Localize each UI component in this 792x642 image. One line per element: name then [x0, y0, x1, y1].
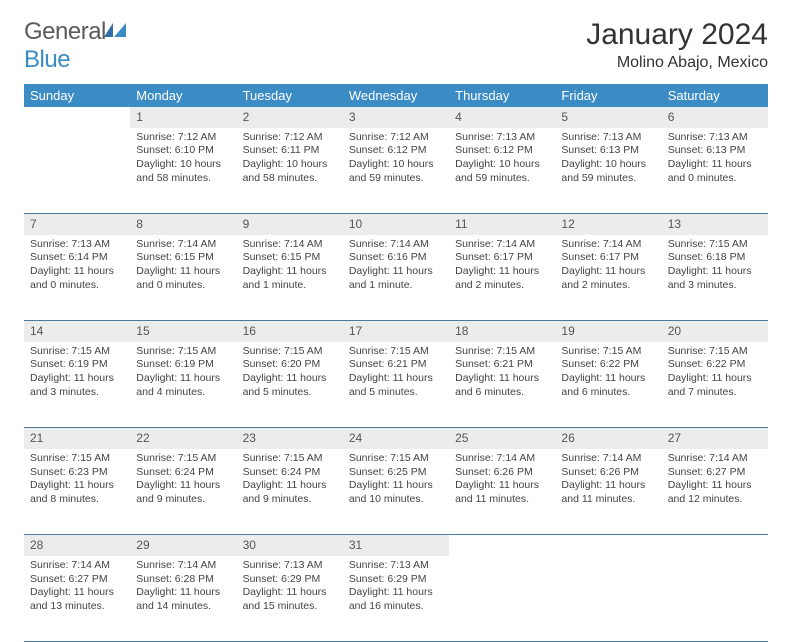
day-number: 11: [449, 214, 555, 235]
detail-row: Sunrise: 7:14 AMSunset: 6:27 PMDaylight:…: [24, 556, 768, 642]
day-number: 23: [237, 428, 343, 449]
day-detail: [24, 128, 130, 214]
weekday-header: Thursday: [449, 84, 555, 107]
day-detail: [662, 556, 768, 642]
day-number: 29: [130, 535, 236, 556]
day-detail: Sunrise: 7:15 AMSunset: 6:19 PMDaylight:…: [130, 342, 236, 428]
day-number: 3: [343, 107, 449, 128]
day-detail: Sunrise: 7:15 AMSunset: 6:25 PMDaylight:…: [343, 449, 449, 535]
day-number: 17: [343, 321, 449, 342]
header: General Blue January 2024 Molino Abajo, …: [24, 18, 768, 74]
day-number: 13: [662, 214, 768, 235]
day-detail: Sunrise: 7:15 AMSunset: 6:24 PMDaylight:…: [130, 449, 236, 535]
weekday-header-row: Sunday Monday Tuesday Wednesday Thursday…: [24, 84, 768, 107]
day-number: 28: [24, 535, 130, 556]
day-number: 18: [449, 321, 555, 342]
logo-part1: General: [24, 18, 106, 45]
detail-row: Sunrise: 7:15 AMSunset: 6:23 PMDaylight:…: [24, 449, 768, 535]
day-detail: Sunrise: 7:14 AMSunset: 6:26 PMDaylight:…: [555, 449, 661, 535]
day-detail: Sunrise: 7:12 AMSunset: 6:10 PMDaylight:…: [130, 128, 236, 214]
day-number: 1: [130, 107, 236, 128]
day-number: 9: [237, 214, 343, 235]
day-detail: Sunrise: 7:15 AMSunset: 6:18 PMDaylight:…: [662, 235, 768, 321]
day-number: 8: [130, 214, 236, 235]
day-number: 2: [237, 107, 343, 128]
day-detail: Sunrise: 7:14 AMSunset: 6:26 PMDaylight:…: [449, 449, 555, 535]
logo-flag-icon: [104, 18, 130, 46]
calendar-table: Sunday Monday Tuesday Wednesday Thursday…: [24, 84, 768, 642]
logo: General Blue: [24, 18, 130, 74]
day-detail: Sunrise: 7:15 AMSunset: 6:19 PMDaylight:…: [24, 342, 130, 428]
day-detail: Sunrise: 7:13 AMSunset: 6:29 PMDaylight:…: [237, 556, 343, 642]
daynum-row: 28293031: [24, 535, 768, 556]
day-detail: Sunrise: 7:14 AMSunset: 6:15 PMDaylight:…: [130, 235, 236, 321]
day-number: 14: [24, 321, 130, 342]
day-number: 25: [449, 428, 555, 449]
day-detail: Sunrise: 7:15 AMSunset: 6:22 PMDaylight:…: [555, 342, 661, 428]
day-detail: Sunrise: 7:12 AMSunset: 6:12 PMDaylight:…: [343, 128, 449, 214]
daynum-row: 78910111213: [24, 214, 768, 235]
day-number: [449, 535, 555, 556]
day-detail: Sunrise: 7:14 AMSunset: 6:27 PMDaylight:…: [24, 556, 130, 642]
month-title: January 2024: [586, 18, 768, 52]
day-detail: Sunrise: 7:13 AMSunset: 6:12 PMDaylight:…: [449, 128, 555, 214]
weekday-header: Wednesday: [343, 84, 449, 107]
weekday-header: Saturday: [662, 84, 768, 107]
day-number: 16: [237, 321, 343, 342]
day-detail: Sunrise: 7:13 AMSunset: 6:14 PMDaylight:…: [24, 235, 130, 321]
day-number: 4: [449, 107, 555, 128]
day-number: 22: [130, 428, 236, 449]
detail-row: Sunrise: 7:13 AMSunset: 6:14 PMDaylight:…: [24, 235, 768, 321]
calendar-body: 123456Sunrise: 7:12 AMSunset: 6:10 PMDay…: [24, 107, 768, 642]
day-detail: Sunrise: 7:15 AMSunset: 6:22 PMDaylight:…: [662, 342, 768, 428]
day-number: 26: [555, 428, 661, 449]
detail-row: Sunrise: 7:12 AMSunset: 6:10 PMDaylight:…: [24, 128, 768, 214]
day-number: 20: [662, 321, 768, 342]
day-number: 15: [130, 321, 236, 342]
day-detail: Sunrise: 7:12 AMSunset: 6:11 PMDaylight:…: [237, 128, 343, 214]
day-number: 21: [24, 428, 130, 449]
day-number: [662, 535, 768, 556]
day-detail: Sunrise: 7:13 AMSunset: 6:13 PMDaylight:…: [662, 128, 768, 214]
day-detail: Sunrise: 7:15 AMSunset: 6:23 PMDaylight:…: [24, 449, 130, 535]
day-number: [555, 535, 661, 556]
weekday-header: Friday: [555, 84, 661, 107]
day-number: 27: [662, 428, 768, 449]
day-detail: Sunrise: 7:13 AMSunset: 6:29 PMDaylight:…: [343, 556, 449, 642]
day-number: [24, 107, 130, 128]
day-number: 19: [555, 321, 661, 342]
logo-part2: Blue: [24, 46, 70, 73]
weekday-header: Sunday: [24, 84, 130, 107]
day-number: 30: [237, 535, 343, 556]
daynum-row: 123456: [24, 107, 768, 128]
day-number: 24: [343, 428, 449, 449]
daynum-row: 14151617181920: [24, 321, 768, 342]
day-detail: Sunrise: 7:14 AMSunset: 6:16 PMDaylight:…: [343, 235, 449, 321]
day-detail: Sunrise: 7:13 AMSunset: 6:13 PMDaylight:…: [555, 128, 661, 214]
day-detail: Sunrise: 7:14 AMSunset: 6:15 PMDaylight:…: [237, 235, 343, 321]
day-number: 10: [343, 214, 449, 235]
daynum-row: 21222324252627: [24, 428, 768, 449]
day-number: 5: [555, 107, 661, 128]
day-detail: Sunrise: 7:15 AMSunset: 6:21 PMDaylight:…: [343, 342, 449, 428]
day-number: 6: [662, 107, 768, 128]
day-detail: [449, 556, 555, 642]
day-detail: Sunrise: 7:15 AMSunset: 6:24 PMDaylight:…: [237, 449, 343, 535]
weekday-header: Monday: [130, 84, 236, 107]
day-detail: Sunrise: 7:15 AMSunset: 6:21 PMDaylight:…: [449, 342, 555, 428]
day-detail: Sunrise: 7:14 AMSunset: 6:27 PMDaylight:…: [662, 449, 768, 535]
day-detail: [555, 556, 661, 642]
day-number: 12: [555, 214, 661, 235]
day-number: 7: [24, 214, 130, 235]
logo-text: General Blue: [24, 18, 130, 74]
location: Molino Abajo, Mexico: [586, 54, 768, 72]
day-detail: Sunrise: 7:14 AMSunset: 6:17 PMDaylight:…: [449, 235, 555, 321]
day-detail: Sunrise: 7:15 AMSunset: 6:20 PMDaylight:…: [237, 342, 343, 428]
weekday-header: Tuesday: [237, 84, 343, 107]
day-number: 31: [343, 535, 449, 556]
detail-row: Sunrise: 7:15 AMSunset: 6:19 PMDaylight:…: [24, 342, 768, 428]
day-detail: Sunrise: 7:14 AMSunset: 6:17 PMDaylight:…: [555, 235, 661, 321]
title-block: January 2024 Molino Abajo, Mexico: [586, 18, 768, 72]
day-detail: Sunrise: 7:14 AMSunset: 6:28 PMDaylight:…: [130, 556, 236, 642]
